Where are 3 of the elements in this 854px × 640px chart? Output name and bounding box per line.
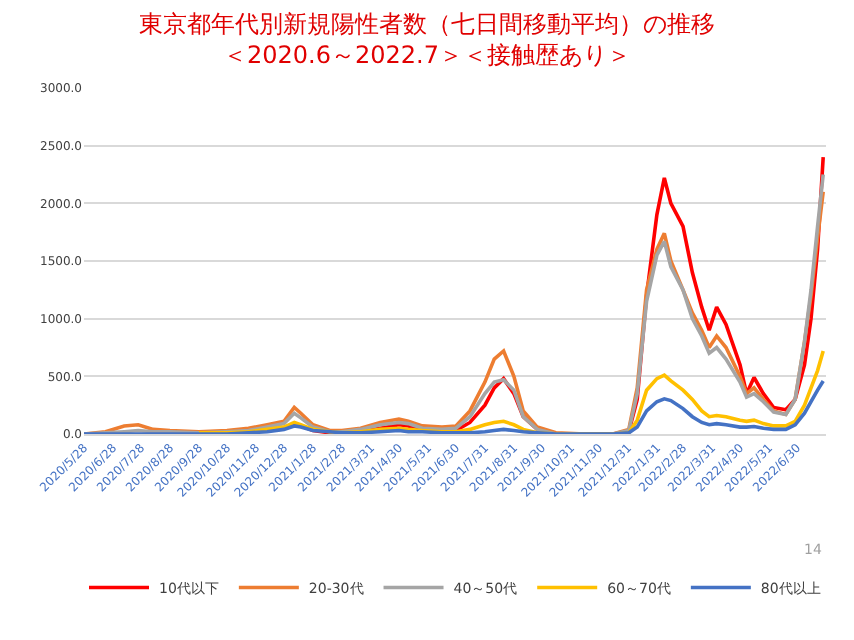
chart-title: 東京都年代別新規陽性者数（七日間移動平均）の推移	[139, 10, 715, 38]
line-series	[84, 379, 825, 434]
chart-subtitle: ＜2020.6～2022.7＞＜接触歴あり＞	[223, 41, 631, 70]
